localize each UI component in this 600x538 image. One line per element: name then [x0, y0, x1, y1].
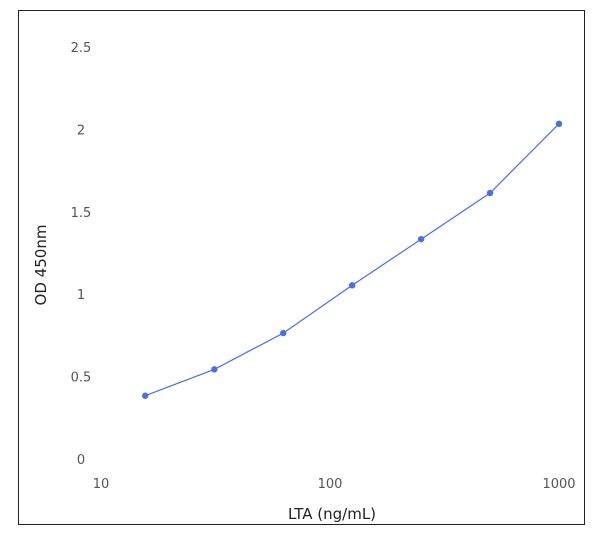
data-point	[348, 282, 356, 289]
data-point	[211, 366, 218, 373]
y-tick-label: 2.5	[71, 41, 92, 56]
data-point	[280, 329, 287, 337]
y-tick-label: 1.5	[71, 206, 92, 221]
line-chart: 0 0.5 1 1.5 2 2.5 10 100 1000 OD 450nm LTA (ng/…	[32, 41, 576, 523]
series-layer	[142, 120, 563, 399]
y-tick-label: 0	[77, 453, 85, 468]
data-point	[555, 120, 563, 128]
y-tick-label: 1	[77, 288, 85, 303]
data-point	[486, 189, 494, 197]
y-tick-label: 0.5	[71, 371, 92, 386]
x-tick-label: 10	[93, 477, 110, 492]
x-axis-title: LTA (ng/mL)	[288, 505, 376, 523]
series-line	[144, 123, 560, 397]
x-axis-ticks: 10 100 1000	[93, 477, 576, 492]
x-tick-label: 100	[318, 477, 343, 492]
data-point	[142, 392, 149, 399]
chart-frame: 0 0.5 1 1.5 2 2.5 10 100 1000 OD 450nm LTA (ng/…	[18, 10, 585, 525]
y-axis-ticks: 0 0.5 1 1.5 2 2.5	[71, 41, 92, 468]
data-point	[417, 235, 425, 243]
y-axis-title: OD 450nm	[32, 225, 50, 306]
y-tick-label: 2	[77, 123, 85, 138]
x-tick-label: 1000	[542, 477, 575, 492]
